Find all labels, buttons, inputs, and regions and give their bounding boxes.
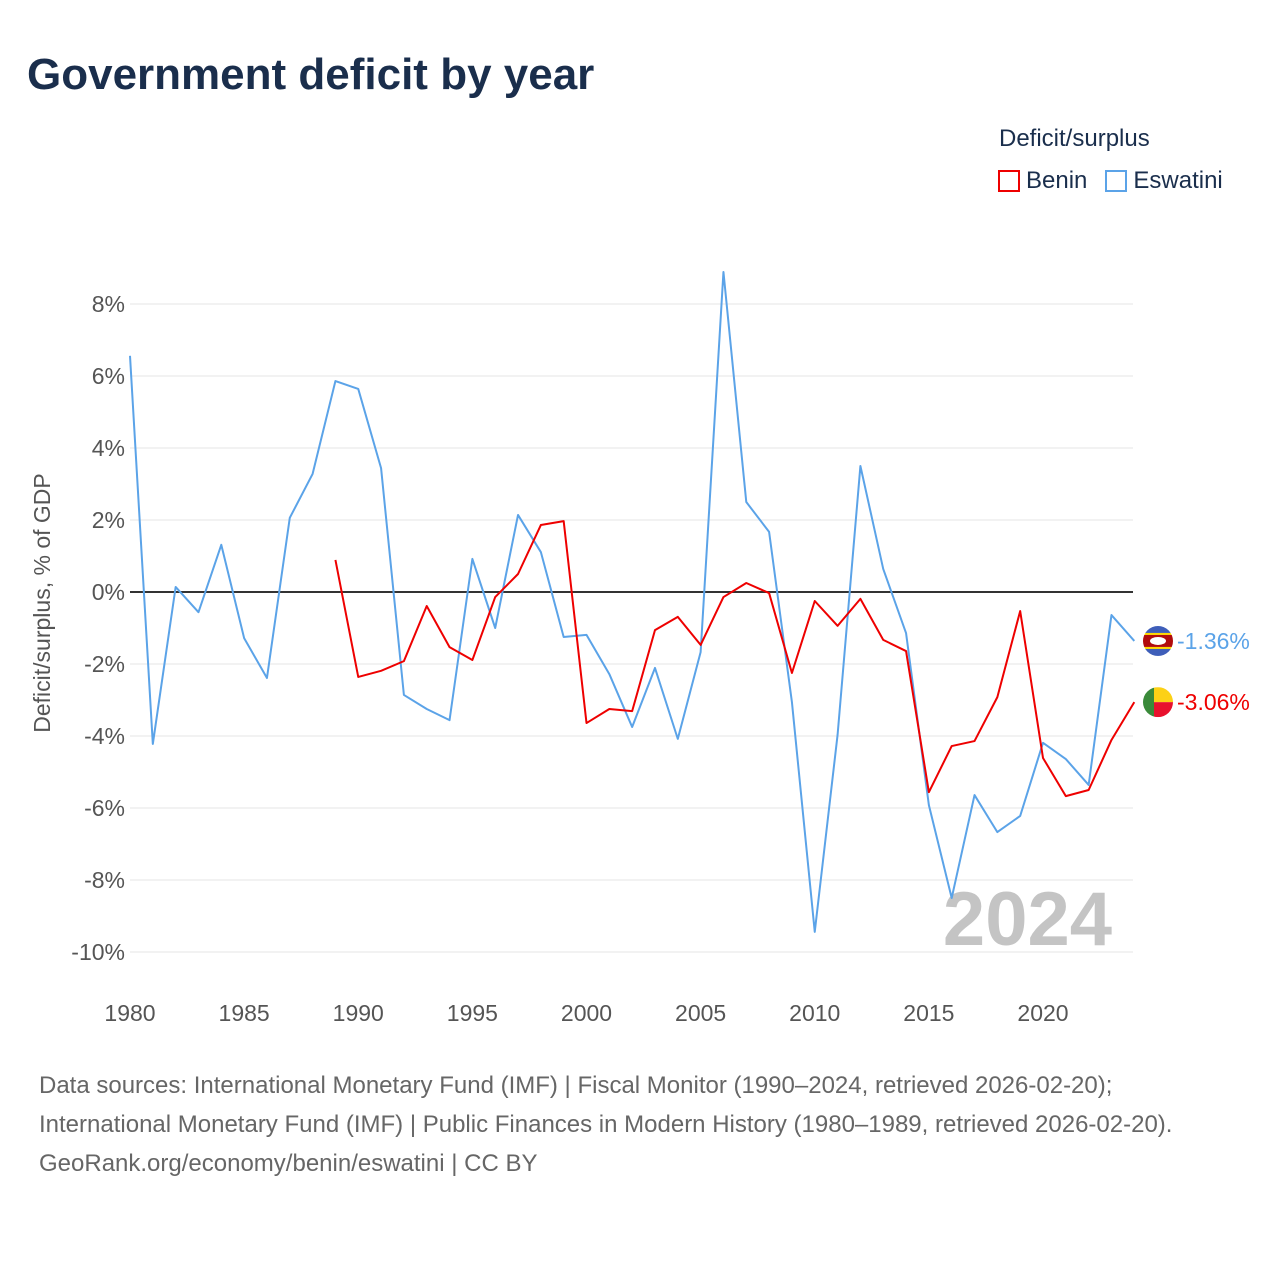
data-sources: Data sources: International Monetary Fun… xyxy=(39,1072,1173,1138)
page-title: Government deficit by year xyxy=(27,50,595,99)
y-tick-label: 2% xyxy=(92,507,125,533)
x-tick-label: 1980 xyxy=(104,1000,155,1026)
legend-item-eswatini[interactable]: Eswatini xyxy=(1105,167,1223,195)
y-tick-label: 8% xyxy=(92,291,125,317)
year-watermark: 2024 xyxy=(943,877,1112,962)
footer: Data sources: International Monetary Fun… xyxy=(39,1066,1239,1183)
x-tick-label: 2020 xyxy=(1017,1000,1068,1026)
x-tick-label: 2010 xyxy=(789,1000,840,1026)
flag-icon-benin xyxy=(1143,687,1173,718)
x-tick-label: 1990 xyxy=(333,1000,384,1026)
y-tick-label: -2% xyxy=(84,651,125,677)
y-tick-label: -8% xyxy=(84,867,125,893)
y-tick-label: 0% xyxy=(92,579,125,605)
series-line-benin xyxy=(334,520,1136,798)
end-value-label-benin: -3.06% xyxy=(1177,689,1250,715)
legend-label: Benin xyxy=(1026,167,1088,194)
x-tick-label: 2015 xyxy=(903,1000,954,1026)
x-tick-label: 1985 xyxy=(219,1000,270,1026)
y-tick-label: 4% xyxy=(92,435,125,461)
x-tick-label: 1995 xyxy=(447,1000,498,1026)
legend-swatch-eswatini xyxy=(1105,170,1128,192)
x-tick-label: 2000 xyxy=(561,1000,612,1026)
legend: Benin Eswatini xyxy=(998,167,1223,195)
series-line-eswatini xyxy=(129,270,1136,933)
legend-item-benin[interactable]: Benin xyxy=(998,167,1087,195)
flag-icon-eswatini xyxy=(1143,625,1173,656)
y-axis-label: Deficit/surplus, % of GDP xyxy=(29,473,55,732)
y-tick-label: 6% xyxy=(92,363,125,389)
end-value-label-eswatini: -1.36% xyxy=(1177,628,1250,654)
y-tick-label: -6% xyxy=(84,795,125,821)
legend-title: Deficit/surplus xyxy=(999,125,1150,152)
x-tick-label: 2005 xyxy=(675,1000,726,1026)
credit-link[interactable]: GeoRank.org/economy/benin/eswatini | CC … xyxy=(39,1150,538,1177)
legend-label: Eswatini xyxy=(1133,167,1223,194)
y-tick-label: -4% xyxy=(84,723,125,749)
legend-swatch-benin xyxy=(998,170,1020,192)
y-tick-label: -10% xyxy=(71,939,125,965)
